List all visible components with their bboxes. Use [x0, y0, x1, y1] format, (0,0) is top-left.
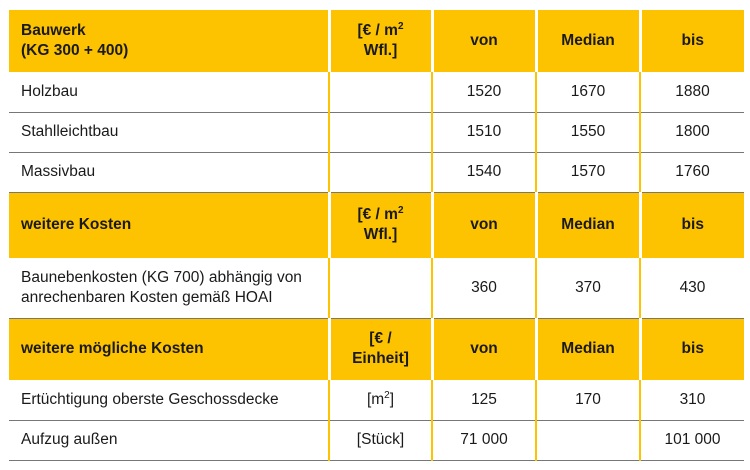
table-row: Massivbau 1540 1570 1760 — [9, 152, 744, 193]
section-header-bauwerk: Bauwerk (KG 300 + 400) [€ / m2 Wfl.] von M… — [9, 10, 744, 72]
header-unit: [€ / m2 Wfl.] — [327, 192, 432, 258]
table-row: Baunebenkosten (KG 700) abhängig von anre… — [9, 258, 744, 319]
section-header-weitere-moegliche-kosten: weitere mögliche Kosten [€ / Einheit] von… — [9, 318, 744, 380]
header-von: von — [430, 318, 536, 380]
table-row: Holzbau 1520 1670 1880 — [9, 72, 744, 113]
table-row: Aufzug außen [Stück] 71 000 101 000 — [9, 420, 744, 461]
header-bis: bis — [638, 10, 744, 72]
header-median: Median — [534, 192, 640, 258]
header-subtitle: (KG 300 + 400) — [21, 42, 129, 59]
header-median: Median — [534, 10, 640, 72]
section-header-weitere-kosten: weitere Kosten [€ / m2 Wfl.] von Median b… — [9, 192, 744, 258]
header-title: Bauwerk — [21, 22, 86, 39]
cost-table: Bauwerk (KG 300 + 400) [€ / m2 Wfl.] von M… — [9, 10, 744, 461]
header-von: von — [430, 192, 536, 258]
header-title: weitere mögliche Kosten — [9, 318, 329, 380]
header-median: Median — [534, 318, 640, 380]
header-unit: [€ / Einheit] — [327, 318, 432, 380]
header-bis: bis — [638, 318, 744, 380]
table-row: Stahlleichtbau 1510 1550 1800 — [9, 112, 744, 153]
header-unit: [€ / m2 Wfl.] — [327, 10, 432, 72]
header-title: weitere Kosten — [9, 192, 329, 258]
header-bis: bis — [638, 192, 744, 258]
header-von: von — [430, 10, 536, 72]
table-row: Ertüchtigung oberste Geschossdecke [m2] … — [9, 380, 744, 421]
